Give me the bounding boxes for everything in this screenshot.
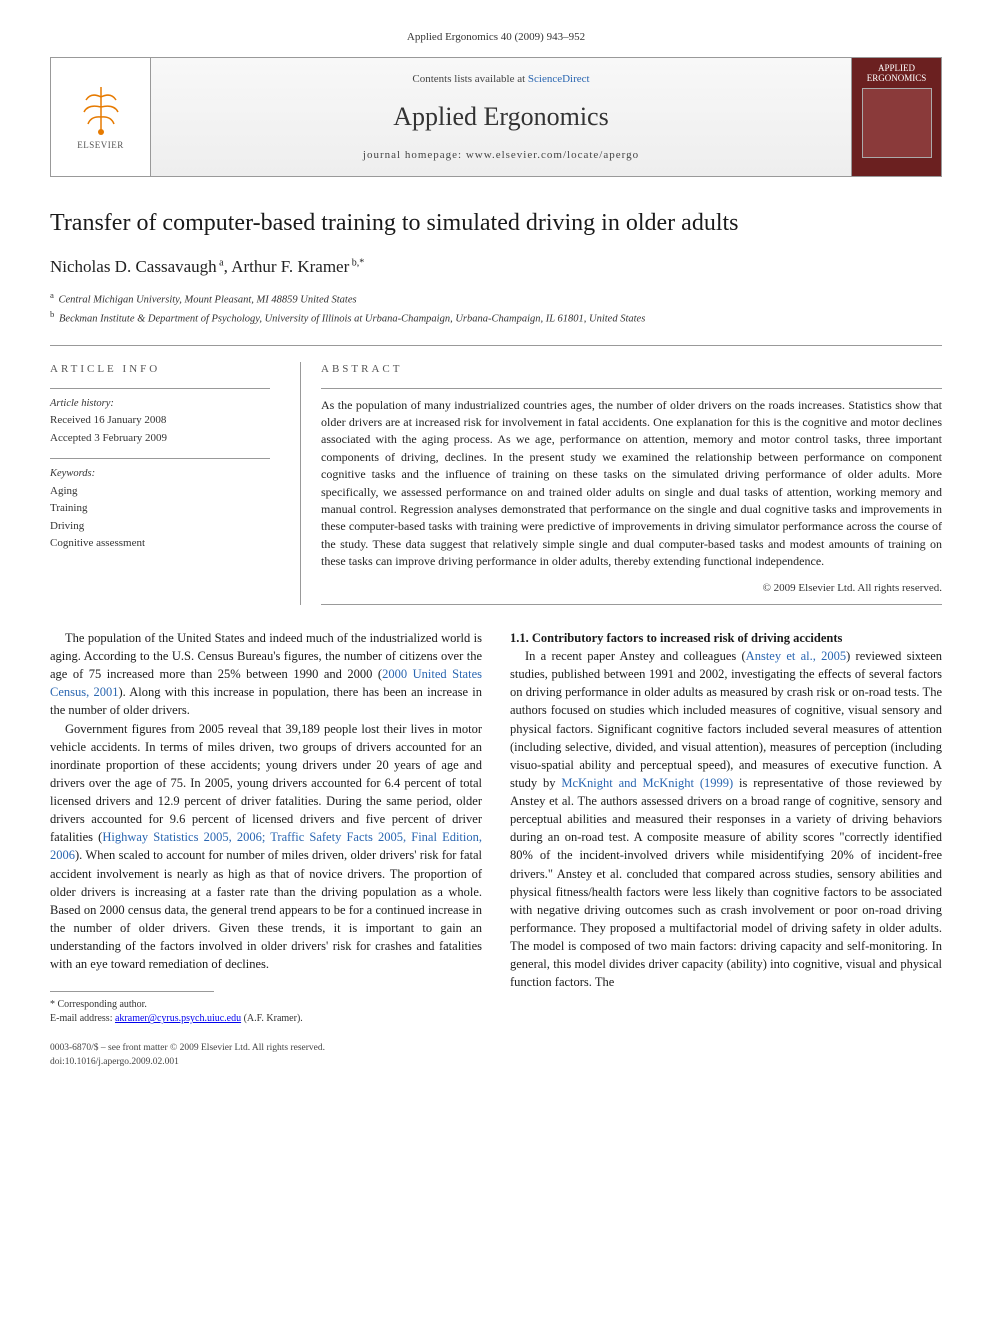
left-column: The population of the United States and … [50,629,482,1026]
history-block: Article history: Received 16 January 200… [50,397,270,446]
divider [50,345,942,346]
keyword-1: Aging [50,484,270,499]
journal-name: Applied Ergonomics [393,99,608,135]
email-label: E-mail address: [50,1013,115,1024]
body-columns: The population of the United States and … [50,629,942,1026]
citation-census[interactable]: 2000 United States Census, 2001 [50,667,482,699]
affiliation-b: b Beckman Institute & Department of Psyc… [50,308,942,327]
page-footer: 0003-6870/$ – see front matter © 2009 El… [50,1042,942,1069]
title-block: Transfer of computer-based training to s… [50,207,942,327]
elsevier-tree-icon [76,82,126,137]
footer-doi: doi:10.1016/j.apergo.2009.02.001 [50,1056,942,1069]
info-divider-2 [50,458,270,459]
accepted-date: Accepted 3 February 2009 [50,431,270,446]
right-column: 1.1. Contributory factors to increased r… [510,629,942,1026]
email-link[interactable]: akramer@cyrus.psych.uiuc.edu [115,1013,241,1024]
citation-mcknight[interactable]: McKnight and McKnight (1999) [561,776,733,790]
corresponding-footnote: * Corresponding author. E-mail address: … [50,998,482,1026]
homepage-url[interactable]: www.elsevier.com/locate/apergo [466,149,639,161]
abstract-label: ABSTRACT [321,362,942,377]
author-1-affil: a [217,257,224,268]
journal-homepage-line: journal homepage: www.elsevier.com/locat… [363,148,639,163]
article-info-label: ARTICLE INFO [50,362,270,377]
citation-anstey[interactable]: Anstey et al., 2005 [746,649,846,663]
subsection-1-1-heading: 1.1. Contributory factors to increased r… [510,629,942,647]
keywords-block: Keywords: Aging Training Driving Cogniti… [50,467,270,551]
body-para-1: The population of the United States and … [50,629,482,720]
affiliations: a Central Michigan University, Mount Ple… [50,289,942,328]
article-title: Transfer of computer-based training to s… [50,207,942,241]
abstract-text: As the population of many industrialized… [321,397,942,571]
contents-prefix: Contents lists available at [412,73,527,85]
author-1: Nicholas D. Cassavaugh [50,257,217,276]
journal-cover: APPLIED ERGONOMICS [851,58,941,176]
keyword-2: Training [50,501,270,516]
running-header: Applied Ergonomics 40 (2009) 943–952 [50,30,942,45]
email-line: E-mail address: akramer@cyrus.psych.uiuc… [50,1012,482,1026]
footnote-rule [50,991,214,992]
publisher-name: ELSEVIER [77,139,124,152]
article-info: ARTICLE INFO Article history: Received 1… [50,362,270,605]
author-2: Arthur F. Kramer [231,257,349,276]
corresponding-mark: * [359,257,364,268]
received-date: Received 16 January 2008 [50,413,270,428]
citation-highway[interactable]: Highway Statistics 2005, 2006; Traffic S… [50,830,482,862]
abstract-divider [321,388,942,389]
keywords-label: Keywords: [50,467,270,482]
cover-title: APPLIED ERGONOMICS [856,64,937,84]
keyword-3: Driving [50,519,270,534]
sciencedirect-link[interactable]: ScienceDirect [528,73,590,85]
email-suffix: (A.F. Kramer). [241,1013,303,1024]
homepage-prefix: journal homepage: [363,149,466,161]
info-divider [50,388,270,389]
contents-available-line: Contents lists available at ScienceDirec… [412,72,589,87]
publisher-logo-box: ELSEVIER [51,58,151,176]
info-abstract-row: ARTICLE INFO Article history: Received 1… [50,362,942,605]
article-page: Applied Ergonomics 40 (2009) 943–952 ELS… [0,0,992,1109]
affiliation-a: a Central Michigan University, Mount Ple… [50,289,942,308]
body-para-2: Government figures from 2005 reveal that… [50,720,482,974]
banner-center: Contents lists available at ScienceDirec… [151,58,851,176]
author-2-affil: b, [349,257,359,268]
abstract: ABSTRACT As the population of many indus… [300,362,942,605]
abstract-bottom-divider [321,604,942,605]
corresponding-label: * Corresponding author. [50,998,482,1012]
history-label: Article history: [50,397,270,412]
footer-line-1: 0003-6870/$ – see front matter © 2009 El… [50,1042,942,1055]
abstract-copyright: © 2009 Elsevier Ltd. All rights reserved… [321,581,942,596]
elsevier-logo: ELSEVIER [71,82,131,152]
authors: Nicholas D. Cassavaugh a, Arthur F. Kram… [50,255,942,279]
cover-thumbnail [862,88,932,158]
body-para-r1: In a recent paper Anstey and colleagues … [510,647,942,991]
keyword-4: Cognitive assessment [50,536,270,551]
journal-banner: ELSEVIER Contents lists available at Sci… [50,57,942,177]
